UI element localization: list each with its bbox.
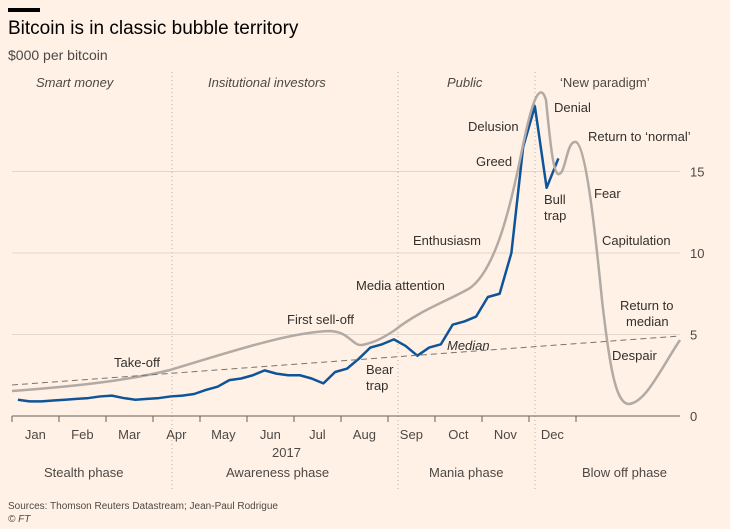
annotation: median <box>626 314 669 329</box>
y-tick-label: 5 <box>690 328 697 343</box>
stage-label: Insitutional investors <box>208 75 326 90</box>
annotation: trap <box>366 378 388 393</box>
annotation: Take-off <box>114 355 160 370</box>
x-tick-label: Oct <box>448 427 469 442</box>
annotation: Enthusiasm <box>413 233 481 248</box>
stage-label: ‘New paradigm’ <box>560 75 650 90</box>
annotation: Return to <box>620 298 673 313</box>
price-line <box>17 105 560 403</box>
x-tick-label: Feb <box>71 427 93 442</box>
x-axis-label: 2017 <box>272 445 301 460</box>
bubble-curve <box>11 91 682 406</box>
annotation: Bear <box>366 362 394 377</box>
y-tick-label: 0 <box>690 409 697 424</box>
phase-dividers <box>171 72 536 490</box>
annotation: First sell-off <box>287 312 354 327</box>
annotation: Media attention <box>356 278 445 293</box>
x-tick-label: Dec <box>541 427 565 442</box>
x-tick-label: Jul <box>309 427 326 442</box>
annotation: Fear <box>594 186 621 201</box>
annotation: Median <box>447 338 490 353</box>
x-tick-label: Jan <box>25 427 46 442</box>
annotation: Greed <box>476 154 512 169</box>
y-tick-label: 15 <box>690 165 704 180</box>
chart-subtitle: $000 per bitcoin <box>8 47 108 63</box>
stage-label: Smart money <box>36 75 115 90</box>
annotation: Denial <box>554 100 591 115</box>
source: Sources: Thomson Reuters Datastream; Jea… <box>8 501 278 512</box>
annotation: Delusion <box>468 119 519 134</box>
y-tick-label: 10 <box>690 246 704 261</box>
phase-label: Blow off phase <box>582 465 667 480</box>
x-tick-label: Aug <box>353 427 376 442</box>
x-tick-label: Apr <box>166 427 187 442</box>
x-tick-label: Jun <box>260 427 281 442</box>
phase-label: Awareness phase <box>226 465 329 480</box>
chart-title: Bitcoin is in classic bubble territory <box>8 18 299 39</box>
annotation: Despair <box>612 348 657 363</box>
annotation: Bull <box>544 192 566 207</box>
annotation: Return to ‘normal’ <box>588 129 691 144</box>
x-tick-label: May <box>211 427 236 442</box>
x-tick-label: Nov <box>494 427 518 442</box>
annotation: Capitulation <box>602 233 671 248</box>
median-line <box>11 335 681 386</box>
phase-label: Mania phase <box>429 465 503 480</box>
brand-bar <box>8 8 40 12</box>
credit: © FT <box>8 514 31 525</box>
x-tick-label: Mar <box>118 427 141 442</box>
phase-label: Stealth phase <box>44 465 124 480</box>
stage-label: Public <box>447 75 483 90</box>
annotation: trap <box>544 208 566 223</box>
x-tick-label: Sep <box>400 427 423 442</box>
